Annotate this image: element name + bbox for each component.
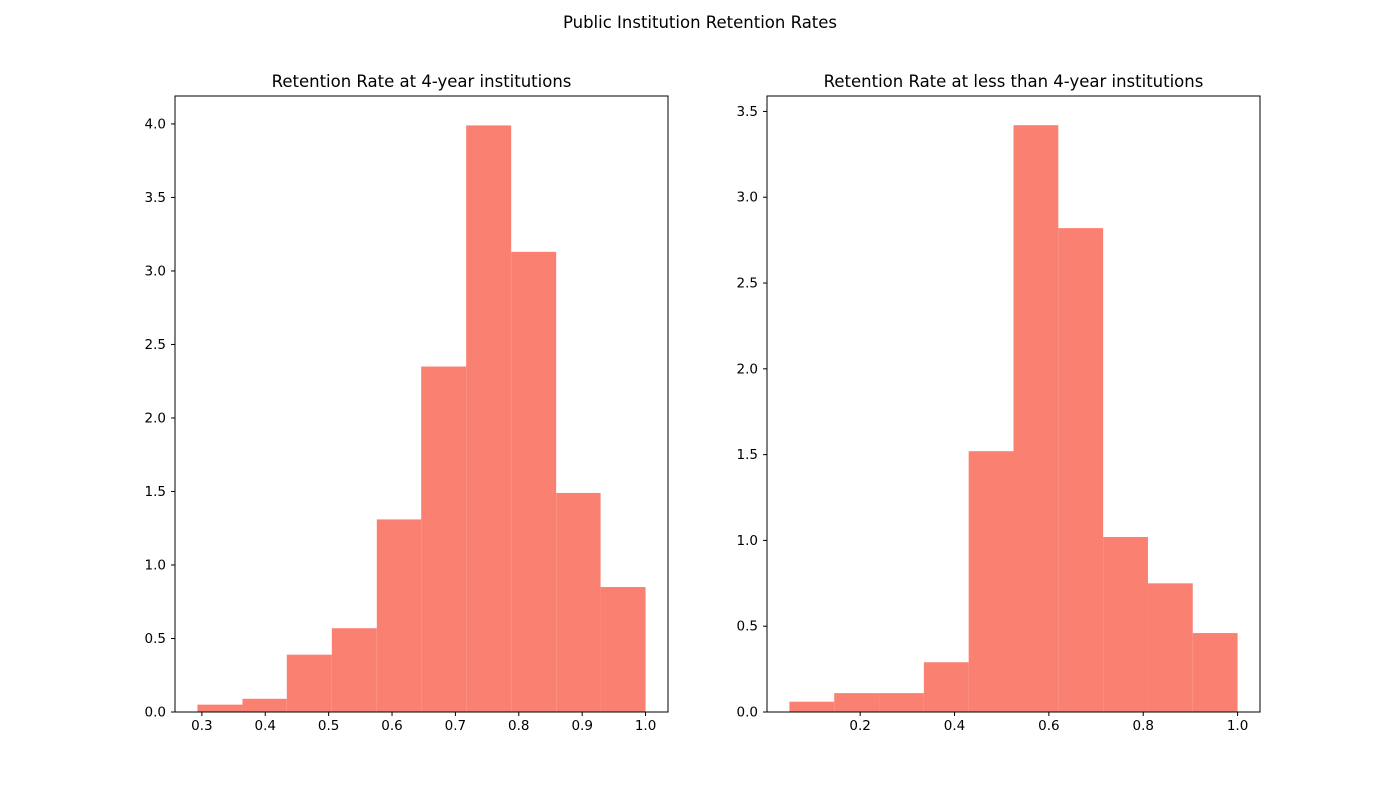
y-tick-label: 3.0 bbox=[145, 263, 166, 279]
x-tick-label: 0.2 bbox=[849, 718, 870, 734]
y-tick-label: 1.5 bbox=[145, 484, 166, 500]
hist-bar bbox=[789, 701, 835, 712]
x-tick-label: 1.0 bbox=[635, 718, 656, 734]
y-tick-label: 0.0 bbox=[737, 705, 758, 721]
subplot-title: Retention Rate at less than 4-year insti… bbox=[824, 72, 1204, 91]
hist-bar bbox=[1192, 633, 1238, 712]
x-tick-label: 0.3 bbox=[191, 718, 212, 734]
y-tick-label: 2.5 bbox=[737, 276, 758, 292]
y-tick-label: 3.5 bbox=[145, 190, 166, 206]
x-tick-label: 0.4 bbox=[255, 718, 276, 734]
x-tick-label: 0.6 bbox=[1038, 718, 1059, 734]
hist-bar bbox=[286, 654, 332, 712]
x-tick-label: 0.6 bbox=[381, 718, 402, 734]
x-tick-label: 0.7 bbox=[445, 718, 466, 734]
hist-bar bbox=[1013, 125, 1059, 713]
y-tick-label: 2.0 bbox=[737, 361, 758, 377]
hist-bar bbox=[511, 251, 557, 712]
y-tick-label: 0.5 bbox=[737, 619, 758, 635]
x-tick-label: 0.8 bbox=[1132, 718, 1153, 734]
y-tick-label: 2.0 bbox=[145, 410, 166, 426]
hist-bar bbox=[331, 628, 377, 712]
y-tick-label: 1.5 bbox=[737, 447, 758, 463]
y-tick-label: 0.0 bbox=[145, 705, 166, 721]
hist-bar bbox=[1147, 583, 1193, 712]
y-tick-label: 3.5 bbox=[737, 104, 758, 120]
y-tick-label: 2.5 bbox=[145, 337, 166, 353]
hist-bar bbox=[466, 125, 512, 712]
x-tick-label: 0.8 bbox=[508, 718, 529, 734]
hist-bar bbox=[421, 366, 467, 712]
figure-title: Public Institution Retention Rates bbox=[562, 13, 838, 32]
subplot-2: 0.2 0.4 0.6 0.8 1.0 0.0 0.5 1.0 1.5 2.0 2.5 3.0 3.5 R… bbox=[737, 72, 1261, 734]
x-tick-label: 0.9 bbox=[571, 718, 592, 734]
hist-bar bbox=[923, 662, 969, 712]
hist-bar bbox=[1103, 536, 1148, 712]
subplot-title: Retention Rate at 4-year institutions bbox=[272, 72, 572, 91]
y-tick-label: 1.0 bbox=[737, 533, 758, 549]
hist-bar bbox=[1058, 228, 1104, 712]
y-tick-label: 3.0 bbox=[737, 190, 758, 206]
axes-frame bbox=[174, 95, 669, 713]
y-tick-label: 1.0 bbox=[145, 557, 166, 573]
axes-frame bbox=[766, 95, 1261, 713]
hist-bar bbox=[600, 587, 646, 712]
x-tick-label: 0.5 bbox=[318, 718, 339, 734]
hist-bar bbox=[197, 704, 243, 712]
hist-bar bbox=[834, 693, 880, 712]
hist-bar bbox=[556, 492, 601, 712]
hist-bar bbox=[968, 451, 1014, 712]
hist-bar bbox=[879, 693, 924, 712]
x-tick-label: 1.0 bbox=[1227, 718, 1248, 734]
x-tick-label: 0.4 bbox=[944, 718, 965, 734]
y-tick-label: 4.0 bbox=[145, 116, 166, 132]
hist-bar bbox=[376, 519, 422, 712]
subplot-1: 0.3 0.4 0.5 0.6 0.7 0.8 0.9 1.0 0.0 0.5 1.0 1.5 2.0 2… bbox=[145, 72, 669, 734]
hist-bar bbox=[242, 698, 287, 712]
y-tick-label: 0.5 bbox=[145, 631, 166, 647]
